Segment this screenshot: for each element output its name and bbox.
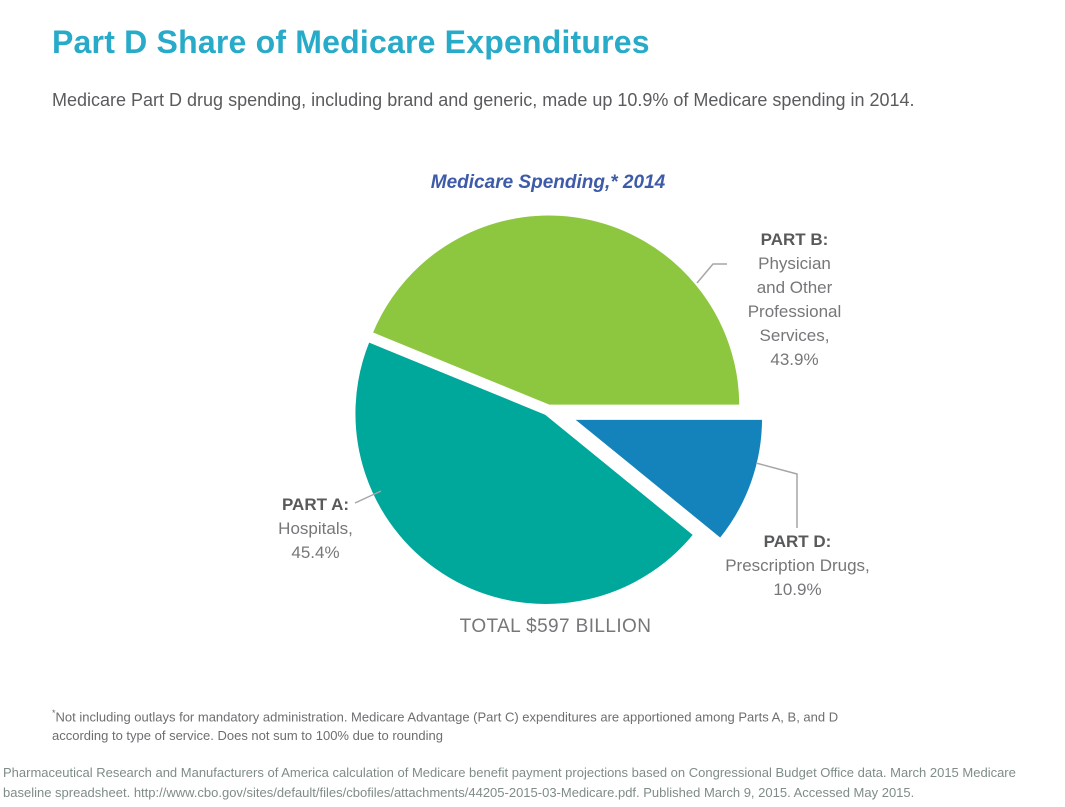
part-b-label-line: and Other	[756, 278, 833, 297]
total-label: TOTAL $597 BILLION	[459, 616, 652, 637]
part-b-name: PART B:	[760, 230, 829, 249]
footnote: *Not including outlays for mandatory adm…	[52, 704, 864, 745]
part-b-percent: 43.9%	[770, 350, 819, 369]
part-b-label-line: Physician	[758, 254, 831, 273]
pie-slice-part-b	[369, 212, 743, 408]
part-a-name: PART A:	[281, 495, 350, 514]
source-citation: Pharmaceutical Research and Manufacturer…	[3, 765, 1016, 800]
footnote-marker: *	[52, 708, 56, 718]
chart-title: Medicare Spending,* 2014	[430, 172, 666, 193]
footnote-text: Not including outlays for mandatory admi…	[52, 709, 839, 744]
part-a-leader-line	[354, 490, 382, 504]
part-d-callout: PART D: Prescription Drugs, 10.9%	[705, 530, 890, 602]
part-a-percent: 45.4%	[291, 543, 340, 562]
part-d-leader-line	[755, 462, 798, 528]
part-b-callout: PART B: Physician and Other Professional…	[712, 228, 877, 372]
part-d-label-line: Prescription Drugs,	[725, 556, 870, 575]
pie-slice-part-d	[570, 416, 766, 542]
part-b-label-line: Services,	[759, 326, 830, 345]
part-a-callout: PART A: Hospitals, 45.4%	[243, 493, 388, 565]
page-title: Part D Share of Medicare Expenditures	[52, 24, 650, 60]
pie-slice-part-a	[352, 339, 697, 607]
part-d-name: PART D:	[763, 532, 832, 551]
part-b-leader-line	[696, 263, 727, 284]
part-b-label-line: Professional	[747, 302, 842, 321]
page-subtitle: Medicare Part D drug spending, including…	[52, 90, 915, 110]
part-a-label-line: Hospitals,	[278, 519, 353, 538]
part-d-percent: 10.9%	[773, 580, 822, 599]
